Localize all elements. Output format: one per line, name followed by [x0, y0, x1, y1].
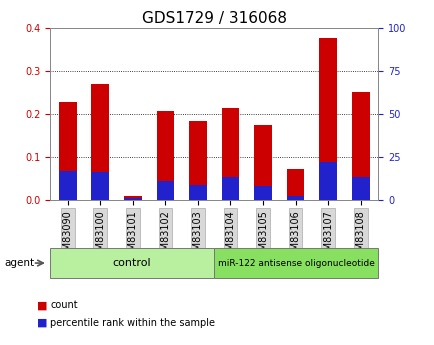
Text: ■: ■: [37, 318, 47, 327]
Text: control: control: [112, 258, 151, 268]
Text: agent: agent: [4, 258, 34, 268]
Bar: [286, 169, 304, 200]
Bar: [156, 111, 174, 200]
Bar: [221, 177, 239, 200]
Bar: [124, 196, 141, 200]
Bar: [286, 196, 304, 200]
Bar: [351, 177, 368, 200]
Bar: [91, 84, 109, 200]
Bar: [124, 198, 141, 200]
Text: ■: ■: [37, 300, 47, 310]
Bar: [91, 171, 109, 200]
Bar: [253, 125, 271, 200]
Bar: [253, 186, 271, 200]
Bar: [319, 162, 336, 200]
Text: percentile rank within the sample: percentile rank within the sample: [50, 318, 214, 327]
Bar: [189, 185, 207, 200]
Title: GDS1729 / 316068: GDS1729 / 316068: [141, 11, 286, 27]
Bar: [319, 38, 336, 200]
Text: count: count: [50, 300, 78, 310]
Bar: [221, 108, 239, 200]
Bar: [59, 102, 77, 200]
Text: miR-122 antisense oligonucleotide: miR-122 antisense oligonucleotide: [217, 258, 374, 268]
Bar: [156, 181, 174, 200]
Bar: [59, 171, 77, 200]
Bar: [189, 121, 207, 200]
Bar: [351, 92, 368, 200]
